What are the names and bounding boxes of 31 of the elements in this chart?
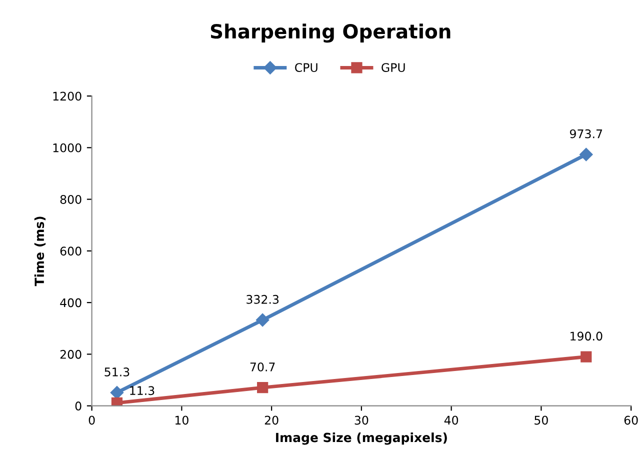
data-label: 51.3 (104, 367, 130, 376)
y-tick-label: 1000 (53, 143, 82, 152)
y-tick-label: 600 (60, 246, 82, 256)
x-tick-label: 10 (175, 416, 188, 425)
x-tick-label: 20 (264, 416, 278, 425)
y-tick-label: 200 (60, 350, 82, 359)
x-axis-title: Image Size (megapixels) (276, 432, 447, 445)
y-tick-label: 800 (60, 195, 82, 204)
data-label: 332.3 (246, 294, 279, 304)
x-tick-label: 40 (444, 416, 458, 425)
legend-label: CPU (295, 63, 318, 72)
data-label: 70.7 (250, 362, 275, 372)
point (580, 351, 592, 362)
y-tick-label: 1200 (53, 92, 82, 101)
point (580, 148, 593, 162)
point (111, 397, 123, 406)
point (256, 313, 270, 327)
y-axis-title: Time (ms) (34, 216, 46, 286)
legend-label: GPU (382, 63, 405, 72)
data-label: 11.3 (130, 386, 154, 396)
data-label: 190.0 (570, 332, 602, 341)
data-label: 973.7 (570, 129, 602, 138)
x-tick-label: 50 (534, 416, 548, 425)
x-tick-label: 0 (88, 416, 95, 425)
x-tick-label: 30 (354, 416, 368, 425)
point (257, 382, 268, 394)
point (110, 386, 124, 400)
y-tick-label: 0 (75, 402, 82, 410)
chart-title: Sharpening Operation (210, 24, 450, 43)
x-tick-label: 60 (624, 416, 638, 425)
y-tick-label: 400 (60, 298, 82, 308)
